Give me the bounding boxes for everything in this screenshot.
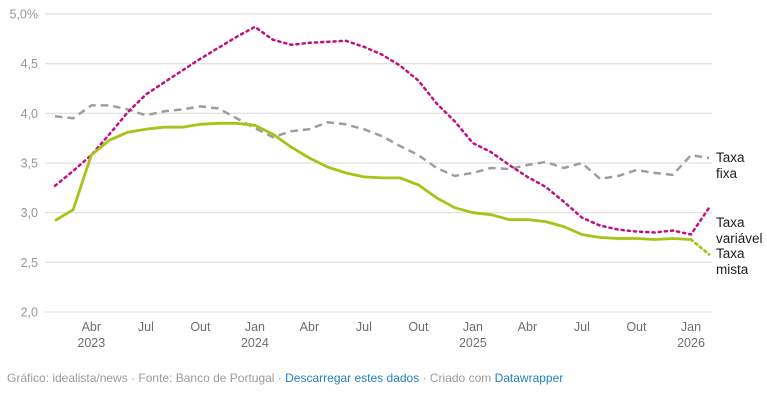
series-label-taxa-mista: Taxa mista bbox=[716, 246, 749, 277]
y-axis-tick-label: 4,5 bbox=[21, 57, 38, 71]
chart-footer: Gráfico: idealista/news · Fonte: Banco d… bbox=[7, 371, 563, 385]
series-label-taxa-fixa: Taxa fixa bbox=[716, 150, 745, 181]
y-axis-tick-label: 3,0 bbox=[21, 206, 38, 220]
series-line-variavel bbox=[53, 25, 711, 236]
x-axis-tick-label: Jul bbox=[138, 320, 154, 334]
x-axis-tick-label: Out bbox=[626, 320, 647, 334]
datawrapper-link[interactable]: Datawrapper bbox=[494, 371, 564, 385]
y-axis-tick-label: 2,0 bbox=[21, 306, 38, 320]
x-axis-tick-label: Out bbox=[190, 320, 211, 334]
x-axis-tick-label: Jan bbox=[245, 320, 265, 334]
x-axis-year-label: 2024 bbox=[241, 336, 269, 350]
series-line-mista bbox=[54, 121, 692, 241]
x-axis-year-label: 2026 bbox=[677, 336, 705, 350]
y-axis-tick-label: 4,0 bbox=[21, 107, 38, 121]
footer-separator: · Criado com bbox=[419, 371, 495, 385]
footer-credits: Gráfico: idealista/news · Fonte: Banco d… bbox=[7, 371, 286, 385]
series-line-fixa bbox=[54, 104, 710, 181]
x-axis-tick-label: Abr bbox=[518, 320, 537, 334]
x-axis-tick-label: Jul bbox=[574, 320, 590, 334]
line-chart: 5,0% 4,5 4,0 3,5 3,0 2,5 2,0 Abr 2023 Jul Out Jan 20… bbox=[10, 8, 712, 350]
x-axis-tick-label: Jan bbox=[681, 320, 701, 334]
download-data-link[interactable]: Descarregar estes dados bbox=[285, 371, 420, 385]
x-axis-tick-label: Abr bbox=[300, 320, 319, 334]
x-axis-tick-label: Jan bbox=[463, 320, 483, 334]
x-axis-year-label: 2025 bbox=[459, 336, 487, 350]
series-label-taxa-variavel: Taxa variável bbox=[716, 215, 763, 246]
x-axis-tick-label: Jul bbox=[356, 320, 372, 334]
y-axis-tick-label: 3,5 bbox=[21, 157, 38, 171]
x-axis-tick-label: Out bbox=[408, 320, 429, 334]
x-axis-year-label: 2023 bbox=[77, 336, 105, 350]
series-line-mista-forecast-tail bbox=[689, 238, 711, 256]
y-axis-tick-label: 5,0% bbox=[10, 8, 39, 22]
x-axis-tick-label: Abr bbox=[82, 320, 101, 334]
y-axis-tick-label: 2,5 bbox=[21, 256, 38, 270]
